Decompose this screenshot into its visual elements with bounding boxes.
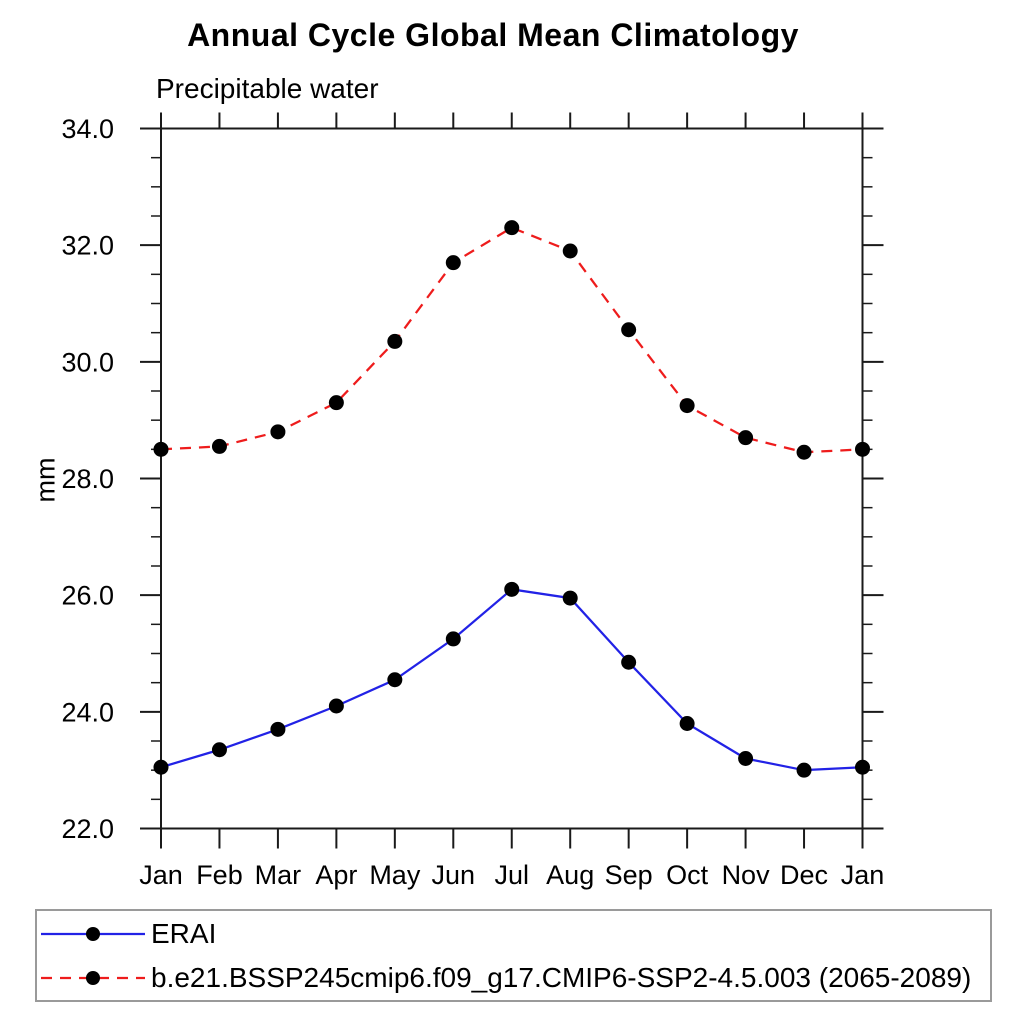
svg-text:Dec: Dec <box>780 860 828 890</box>
legend-label-erai: ERAI <box>151 917 217 949</box>
svg-text:Jun: Jun <box>432 860 476 890</box>
svg-text:Oct: Oct <box>666 860 709 890</box>
svg-text:28.0: 28.0 <box>61 464 114 494</box>
legend-line-sample-erai <box>41 926 145 941</box>
svg-text:34.0: 34.0 <box>61 114 114 144</box>
svg-text:26.0: 26.0 <box>61 581 114 611</box>
svg-text:Nov: Nov <box>722 860 771 890</box>
svg-text:Jul: Jul <box>494 860 529 890</box>
svg-text:32.0: 32.0 <box>61 231 114 261</box>
svg-text:Sep: Sep <box>605 860 653 890</box>
chart-title: Annual Cycle Global Mean Climatology <box>187 17 799 53</box>
svg-text:30.0: 30.0 <box>61 347 114 377</box>
svg-text:Feb: Feb <box>196 860 243 890</box>
svg-text:Mar: Mar <box>255 860 302 890</box>
svg-text:Aug: Aug <box>546 860 594 890</box>
legend-line-sample-model <box>41 970 145 985</box>
svg-text:May: May <box>369 860 421 890</box>
svg-text:Jan: Jan <box>841 860 885 890</box>
svg-text:24.0: 24.0 <box>61 697 114 727</box>
svg-text:22.0: 22.0 <box>61 814 114 844</box>
svg-text:Apr: Apr <box>315 860 357 890</box>
legend: ERAI b.e21.BSSP245cmip6.f09_g17.CMIP6-SS… <box>35 909 992 1002</box>
legend-entry-erai: ERAI <box>39 912 990 956</box>
svg-text:Jan: Jan <box>139 860 183 890</box>
chart-subtitle: Precipitable water <box>156 73 379 104</box>
legend-entry-model: b.e21.BSSP245cmip6.f09_g17.CMIP6-SSP2-4.… <box>39 956 990 1000</box>
legend-label-model: b.e21.BSSP245cmip6.f09_g17.CMIP6-SSP2-4.… <box>151 961 972 993</box>
